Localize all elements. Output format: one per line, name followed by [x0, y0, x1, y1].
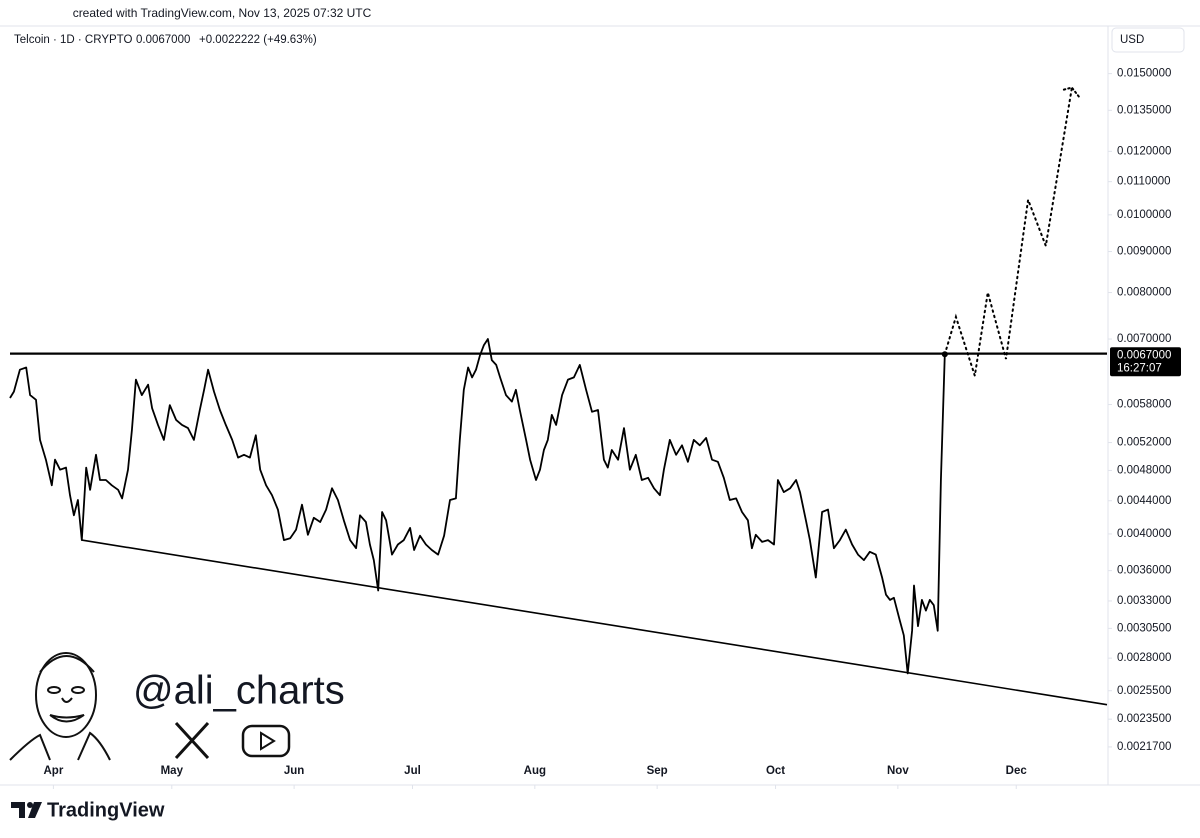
created-note: created with TradingView.com, Nov 13, 20… — [73, 6, 372, 20]
x-tick-label: Jul — [404, 765, 421, 777]
x-tick-label: Nov — [887, 765, 909, 777]
trendline — [81, 539, 1108, 706]
y-tick-label: 0.0025500 — [1117, 685, 1171, 697]
y-tick-label: 0.0044000 — [1117, 495, 1171, 507]
y-tick-label: 0.0058000 — [1117, 399, 1171, 411]
price-tag — [1110, 347, 1181, 377]
y-tick-label: 0.0023500 — [1117, 713, 1171, 725]
x-tick-label: Apr — [44, 765, 64, 777]
y-tick-label: 0.0100000 — [1117, 209, 1171, 221]
y-tick-label: 0.0036000 — [1117, 565, 1171, 577]
brand-logo — [11, 802, 42, 818]
y-tick-label: 0.0080000 — [1117, 287, 1171, 299]
brand-name: TradingView — [47, 799, 165, 821]
price-tag-label: 0.0067000 — [1117, 349, 1171, 361]
legend-change: +0.0022222 (+49.63%) — [199, 34, 317, 46]
legend-price: 0.0067000 — [136, 34, 190, 46]
y-tick-label: 0.0040000 — [1117, 528, 1171, 540]
x-icon — [174, 721, 210, 760]
watermark: @ali_charts — [133, 669, 345, 713]
y-tick-label: 0.0150000 — [1117, 68, 1171, 80]
x-tick-label: May — [161, 765, 184, 777]
y-tick-label: 0.0052000 — [1117, 437, 1171, 449]
y-tick-label: 0.0090000 — [1117, 246, 1171, 258]
price-line — [9, 338, 946, 675]
y-tick-label: 0.0033000 — [1117, 595, 1171, 607]
symbol-label: Telcoin · 1D · CRYPTO — [14, 34, 132, 46]
y-tick-label: 0.0021700 — [1117, 741, 1171, 753]
x-tick-label: Oct — [766, 765, 785, 777]
projection-arrowhead — [1062, 86, 1080, 98]
currency-label[interactable]: USD — [1120, 34, 1144, 46]
x-tick-label: Aug — [524, 765, 546, 777]
y-tick-label: 0.0110000 — [1117, 176, 1171, 188]
y-tick-label: 0.0030500 — [1117, 622, 1171, 634]
avatar — [9, 652, 111, 761]
currency-box[interactable] — [1111, 27, 1185, 53]
x-tick-label: Dec — [1006, 765, 1028, 777]
countdown-label: 16:27:07 — [1117, 362, 1162, 374]
x-tick-label: Sep — [647, 765, 668, 777]
y-tick-label: 0.0120000 — [1117, 145, 1171, 157]
projection-line — [943, 86, 1073, 377]
x-tick-label: Jun — [284, 765, 304, 777]
y-tick-label: 0.0028000 — [1117, 652, 1171, 664]
y-tick-label: 0.0070000 — [1117, 333, 1171, 345]
y-tick-label: 0.0048000 — [1117, 464, 1171, 476]
y-tick-label: 0.0135000 — [1117, 104, 1171, 116]
youtube-icon — [241, 724, 291, 758]
